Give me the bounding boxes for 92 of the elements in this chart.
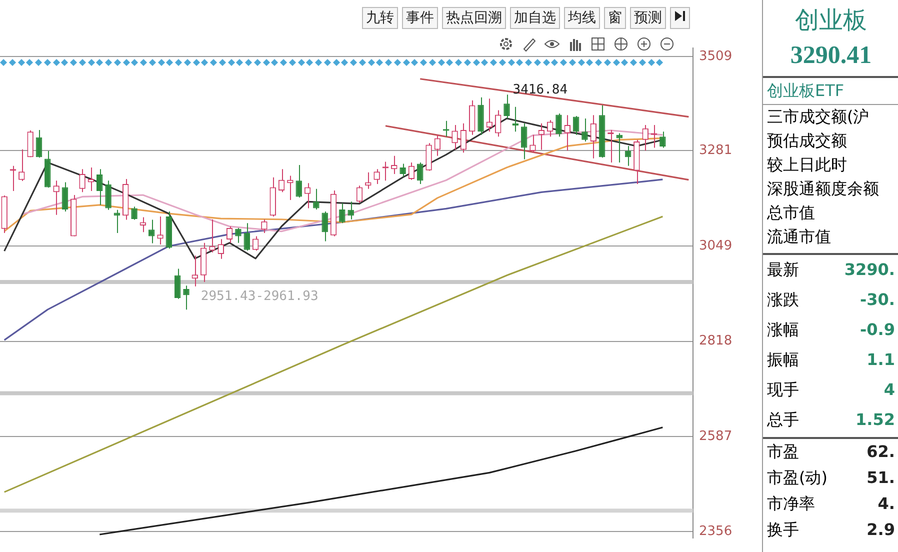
candlestick bbox=[486, 98, 493, 132]
candlestick bbox=[494, 110, 502, 138]
candlestick bbox=[183, 285, 190, 310]
candlestick bbox=[572, 115, 580, 136]
text: 加自选 bbox=[510, 7, 560, 29]
candlestick bbox=[417, 162, 424, 184]
text: 市盈 bbox=[767, 441, 799, 463]
y-tick-label: 2818 bbox=[699, 334, 732, 349]
text: 市盈(动) bbox=[767, 467, 828, 489]
text: 总手 bbox=[767, 409, 799, 431]
text: 创业板 bbox=[794, 5, 868, 36]
text: 较上日此时 bbox=[767, 154, 847, 176]
candlestick bbox=[209, 218, 216, 253]
annotation: 2951.43-2961.93 bbox=[200, 289, 318, 304]
candlestick bbox=[504, 94, 510, 119]
candlestick bbox=[408, 162, 415, 180]
text: -30. bbox=[860, 289, 895, 311]
y-tick-label: 2356 bbox=[699, 524, 732, 539]
candlestick bbox=[391, 155, 398, 175]
text: 51. bbox=[866, 467, 895, 489]
candlestick bbox=[252, 236, 259, 252]
candlestick bbox=[226, 226, 233, 244]
candlestick bbox=[322, 211, 328, 242]
candlestick bbox=[339, 202, 346, 224]
candlestick bbox=[140, 216, 146, 233]
candlestick bbox=[452, 124, 458, 150]
candlestick bbox=[434, 134, 441, 156]
text: 1.1 bbox=[866, 349, 895, 371]
candlestick bbox=[642, 124, 648, 152]
candlestick bbox=[278, 168, 285, 193]
text: 预测 bbox=[630, 7, 666, 29]
text: 流通市值 bbox=[767, 226, 831, 248]
text: 现手 bbox=[767, 379, 799, 401]
text: 均线 bbox=[564, 7, 600, 29]
annotation: 3416.84 bbox=[512, 82, 568, 98]
candlestick bbox=[348, 201, 354, 220]
candlestick bbox=[27, 130, 34, 158]
text: 深股通额度余额 bbox=[767, 178, 879, 200]
candlestick bbox=[520, 122, 528, 160]
candlestick bbox=[538, 122, 545, 150]
text: 总市值 bbox=[767, 202, 815, 224]
candlestick bbox=[296, 164, 302, 198]
candlestick bbox=[624, 146, 632, 166]
y-tick-label: 3049 bbox=[699, 238, 732, 254]
text: 最新 bbox=[767, 259, 799, 281]
candlestick bbox=[582, 118, 588, 142]
text: 热点回溯 bbox=[442, 7, 506, 29]
text: 4 bbox=[884, 379, 895, 401]
text: 3290.41 bbox=[789, 41, 873, 71]
candlestick bbox=[36, 129, 42, 158]
text: 涨幅 bbox=[767, 319, 799, 341]
candlestick bbox=[304, 182, 311, 209]
text: 事件 bbox=[402, 7, 438, 29]
candlestick bbox=[356, 185, 363, 204]
candlestick bbox=[244, 222, 250, 252]
candlestick bbox=[313, 188, 320, 210]
text: 2.9 bbox=[866, 519, 895, 541]
candlestick bbox=[131, 206, 138, 220]
text: -0.9 bbox=[860, 319, 895, 341]
text: 创业板ETF bbox=[763, 78, 898, 105]
candlestick bbox=[530, 134, 536, 154]
candlestick bbox=[53, 180, 60, 216]
text: 三市成交额(沪 bbox=[767, 106, 870, 128]
text: 换手 bbox=[767, 519, 799, 541]
candlestick bbox=[174, 268, 181, 300]
text: 九转 bbox=[362, 7, 398, 29]
text: 振幅 bbox=[767, 349, 799, 371]
text: 3290. bbox=[844, 259, 895, 281]
text: 62. bbox=[866, 441, 895, 463]
candlestick bbox=[590, 114, 596, 159]
text: 市净率 bbox=[767, 493, 815, 515]
candlestick bbox=[79, 168, 86, 193]
text: 4. bbox=[878, 493, 895, 515]
candlestick bbox=[62, 182, 68, 212]
text: 窗 bbox=[604, 7, 626, 29]
text: 预估成交额 bbox=[767, 130, 847, 152]
candlestick bbox=[96, 168, 103, 206]
candlestick bbox=[426, 142, 432, 172]
candlestick bbox=[148, 219, 155, 244]
y-tick-label: 3509 bbox=[699, 49, 732, 64]
text: 1.52 bbox=[856, 409, 895, 431]
candlestick bbox=[235, 228, 242, 244]
candlestick bbox=[18, 148, 25, 182]
candlestick bbox=[157, 216, 164, 245]
candlestick bbox=[564, 114, 571, 152]
text: 涨跌 bbox=[767, 289, 799, 311]
candlestick bbox=[105, 180, 112, 210]
candlestick bbox=[556, 113, 562, 138]
candlestick bbox=[88, 166, 94, 192]
y-tick-label: 2587 bbox=[699, 428, 732, 444]
y-tick-label: 3281 bbox=[699, 142, 732, 158]
candlestick bbox=[460, 122, 467, 154]
